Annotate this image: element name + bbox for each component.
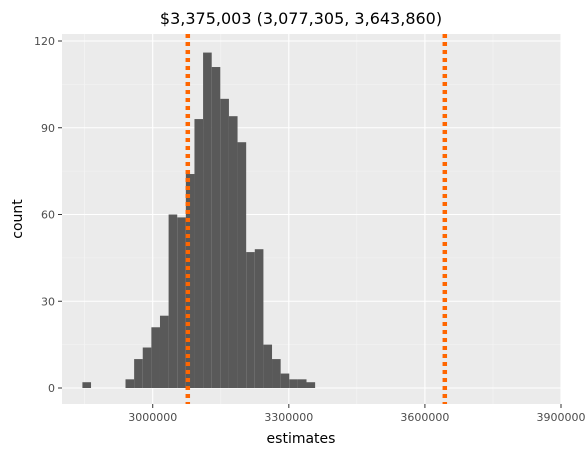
histogram-bar [237, 142, 247, 388]
histogram-bar [177, 217, 186, 388]
x-tick-label: 3600000 [400, 411, 449, 424]
histogram-bar [228, 116, 238, 388]
histogram-bar [220, 98, 229, 388]
histogram-bar [151, 327, 160, 388]
histogram-bar [159, 315, 169, 388]
histogram-bar [211, 67, 221, 389]
histogram-bar [297, 379, 307, 388]
x-axis: 3000000 3300000 3600000 3900000 [128, 404, 586, 424]
y-axis: 0 30 60 90 120 [34, 35, 62, 395]
histogram-bar [142, 347, 152, 388]
y-tick-label: 90 [41, 122, 55, 135]
histogram-bar [168, 214, 178, 388]
histogram-bar [134, 359, 143, 388]
histogram-bar [254, 249, 264, 388]
histogram-bars [82, 52, 316, 389]
histogram-bar [82, 382, 92, 388]
x-axis-title: estimates [267, 431, 336, 447]
histogram-bar [272, 359, 281, 388]
chart-title: $3,375,003 (3,077,305, 3,643,860) [160, 9, 442, 28]
histogram-bar [280, 373, 290, 388]
plot-panel [62, 34, 561, 404]
histogram-bar [185, 174, 195, 388]
x-tick-label: 3300000 [264, 411, 313, 424]
histogram-bar [194, 119, 204, 388]
y-tick-label: 30 [41, 295, 55, 308]
x-tick-label: 3000000 [128, 411, 177, 424]
y-tick-label: 120 [34, 35, 55, 48]
interval-lines [185, 34, 448, 404]
histogram-bar [289, 379, 298, 388]
histogram-bar [125, 379, 135, 388]
major-grid [62, 34, 562, 404]
x-tick-label: 3900000 [537, 411, 586, 424]
histogram-bar [203, 52, 212, 389]
y-axis-title: count [10, 199, 26, 239]
y-tick-label: 60 [41, 209, 55, 222]
y-tick-label: 0 [48, 382, 55, 395]
histogram-bar [306, 382, 316, 388]
histogram-bar [263, 344, 273, 388]
histogram-bar [246, 252, 255, 388]
